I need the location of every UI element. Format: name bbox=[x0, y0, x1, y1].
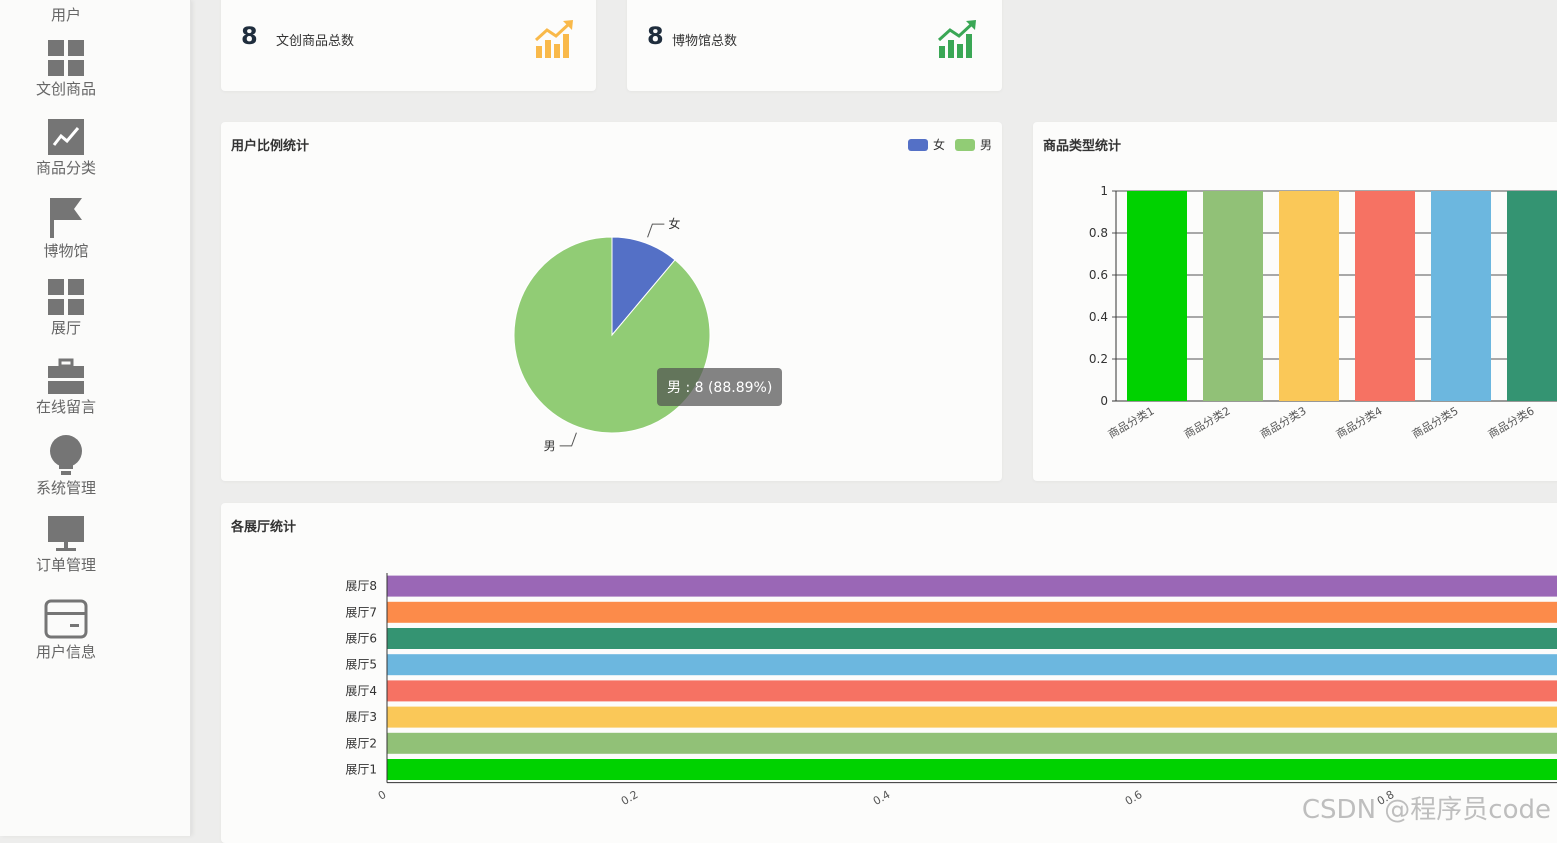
category-bar-chart: 0 0.2 0.4 0.6 0.8 1 商品分类1 商品分类2 商品分类3 商品分类4 商品分类5 商… bbox=[1089, 184, 1557, 441]
y-tick-label: 0.2 bbox=[1089, 352, 1108, 366]
legend-label: 女 bbox=[932, 138, 945, 152]
x-tick-label: 商品分类1 bbox=[1105, 403, 1156, 441]
panel-title: 各展厅统计 bbox=[231, 520, 297, 535]
sidebar-item-label: 订单管理 bbox=[35, 556, 96, 574]
stat-label: 博物馆总数 bbox=[672, 34, 738, 49]
sidebar-item-museum[interactable]: 博物馆 bbox=[0, 198, 132, 261]
sidebar-item-system[interactable]: 系统管理 bbox=[0, 435, 132, 498]
bar bbox=[387, 706, 1557, 728]
bar bbox=[1431, 191, 1491, 401]
trend-chart-icon bbox=[48, 119, 84, 155]
y-tick-label: 展厅7 bbox=[345, 605, 377, 619]
panel-title: 商品类型统计 bbox=[1043, 139, 1122, 154]
watermark: CSDN @程序员code bbox=[1301, 795, 1551, 825]
sidebar-item-categories[interactable]: 商品分类 bbox=[0, 119, 132, 178]
y-tick-label: 展厅6 bbox=[345, 632, 377, 646]
bar bbox=[387, 601, 1557, 623]
x-tick-label: 0.6 bbox=[1123, 788, 1145, 808]
sidebar-item-user[interactable]: 用户 bbox=[50, 6, 81, 24]
sidebar-item-hall[interactable]: 展厅 bbox=[0, 279, 132, 338]
y-tick-label: 0.4 bbox=[1089, 310, 1108, 324]
bar bbox=[387, 575, 1557, 597]
bar bbox=[387, 680, 1557, 702]
legend-swatch bbox=[907, 138, 928, 151]
sidebar-item-label: 博物馆 bbox=[43, 242, 89, 260]
bar-growth-icon bbox=[534, 20, 573, 58]
chart-tooltip: 男 : 8 (88.89%) bbox=[657, 368, 783, 406]
flag-icon bbox=[50, 198, 82, 238]
y-tick-label: 0.6 bbox=[1089, 268, 1108, 282]
x-tick-label: 0 bbox=[376, 788, 389, 803]
y-tick-label: 0.8 bbox=[1089, 226, 1108, 240]
pie-slice bbox=[611, 236, 676, 337]
bar bbox=[387, 759, 1557, 780]
sidebar-item-label: 在线留言 bbox=[35, 398, 96, 416]
sidebar-item-label: 商品分类 bbox=[35, 159, 96, 177]
briefcase-icon bbox=[48, 358, 84, 394]
stat-card-products: 8 文创商品总数 bbox=[221, 0, 596, 91]
card-icon bbox=[44, 599, 88, 639]
legend-item-male[interactable]: 男 bbox=[954, 136, 992, 153]
x-tick-label: 商品分类3 bbox=[1257, 403, 1308, 441]
pie-chart: 女男 bbox=[513, 216, 711, 453]
pie-legend: 女 男 bbox=[898, 136, 992, 153]
sidebar-item-label: 文创商品 bbox=[35, 80, 96, 98]
lightbulb-icon bbox=[50, 435, 82, 475]
monitor-icon bbox=[48, 516, 84, 551]
pie-label-line bbox=[647, 223, 665, 238]
y-tick-label: 展厅5 bbox=[345, 658, 377, 672]
legend-label: 男 bbox=[979, 138, 992, 152]
y-tick-label: 0 bbox=[1100, 394, 1108, 408]
y-tick-label: 展厅4 bbox=[345, 684, 377, 698]
y-tick-label: 展厅2 bbox=[345, 736, 377, 750]
sidebar-item-label: 用户信息 bbox=[35, 643, 96, 661]
legend-item-female[interactable]: 女 bbox=[907, 136, 945, 153]
x-tick-label: 0.4 bbox=[871, 788, 893, 808]
bar bbox=[387, 732, 1557, 754]
bar bbox=[387, 654, 1557, 676]
bar bbox=[1127, 191, 1187, 401]
x-tick-label: 商品分类6 bbox=[1485, 403, 1536, 441]
y-tick-label: 展厅3 bbox=[345, 710, 377, 724]
bar bbox=[1507, 191, 1557, 401]
sidebar-item-orders[interactable]: 订单管理 bbox=[0, 516, 132, 575]
sidebar-item-label: 系统管理 bbox=[35, 479, 96, 497]
pie-label-line bbox=[559, 432, 577, 447]
sidebar: 用户 文创商品 商品分类 博物馆 展厅 在 bbox=[0, 0, 191, 836]
sidebar-item-messages[interactable]: 在线留言 bbox=[0, 358, 132, 417]
stat-card-museums: 8 博物馆总数 bbox=[627, 0, 1002, 91]
stat-value: 8 bbox=[647, 22, 664, 50]
bar bbox=[387, 628, 1557, 649]
bar bbox=[1203, 191, 1263, 401]
pie-label: 女 bbox=[668, 216, 680, 231]
pie-label: 男 bbox=[544, 439, 556, 453]
bar bbox=[1279, 191, 1339, 401]
grid-icon bbox=[48, 40, 84, 76]
x-tick-label: 商品分类5 bbox=[1409, 403, 1460, 441]
y-tick-label: 1 bbox=[1100, 184, 1108, 198]
bar bbox=[1355, 191, 1415, 401]
legend-swatch bbox=[954, 138, 975, 151]
sidebar-item-label: 展厅 bbox=[50, 319, 81, 337]
x-tick-label: 0.2 bbox=[619, 788, 641, 808]
sidebar-item-products[interactable]: 文创商品 bbox=[0, 40, 132, 99]
bar-growth-icon bbox=[937, 20, 976, 58]
x-tick-label: 商品分类2 bbox=[1181, 403, 1232, 441]
sidebar-item-userinfo[interactable]: 用户信息 bbox=[0, 599, 132, 662]
stat-value: 8 bbox=[241, 22, 258, 50]
y-tick-label: 展厅1 bbox=[345, 763, 377, 777]
grid-icon bbox=[48, 279, 84, 315]
x-tick-label: 商品分类4 bbox=[1333, 403, 1384, 441]
y-tick-label: 展厅8 bbox=[345, 579, 377, 593]
panel-title: 用户比例统计 bbox=[231, 139, 310, 154]
stat-label: 文创商品总数 bbox=[276, 34, 355, 49]
